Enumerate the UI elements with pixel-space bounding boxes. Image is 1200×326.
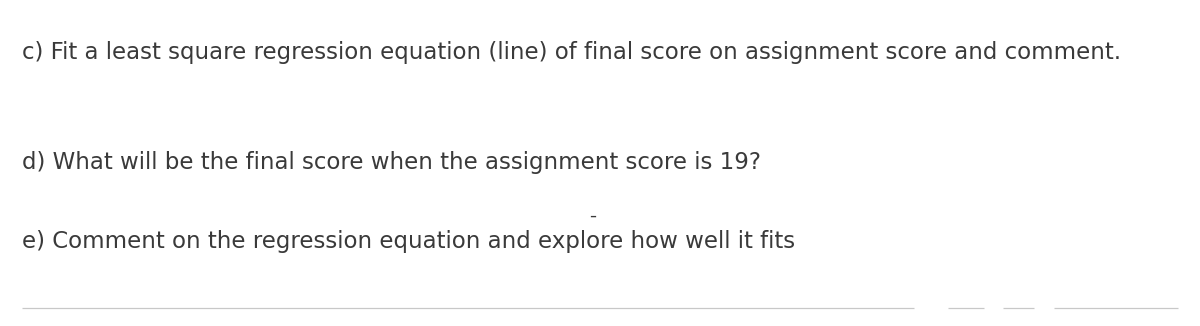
Text: d) What will be the final score when the assignment score is 19?: d) What will be the final score when the…	[22, 152, 761, 174]
Text: c) Fit a least square regression equation (line) of final score on assignment sc: c) Fit a least square regression equatio…	[22, 41, 1121, 64]
Text: ˉ: ˉ	[588, 214, 598, 232]
Text: e) Comment on the regression equation and explore how well it fits: e) Comment on the regression equation an…	[22, 230, 794, 253]
